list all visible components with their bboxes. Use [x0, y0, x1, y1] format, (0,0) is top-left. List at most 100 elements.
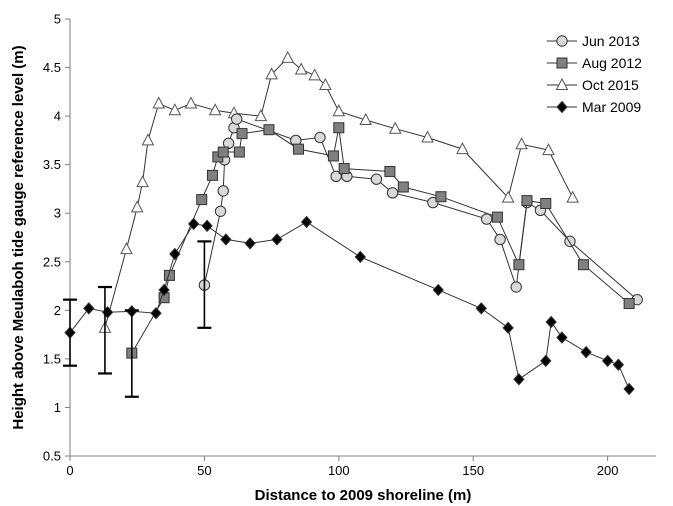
data-point-oct-2015 — [359, 112, 373, 125]
data-point-aug-2012 — [491, 211, 503, 223]
data-point-oct-2015 — [208, 103, 222, 116]
legend-label-oct-2015: Oct 2015 — [582, 77, 639, 93]
legend-marker-aug-2012 — [556, 57, 568, 69]
data-point-oct-2015 — [168, 103, 182, 116]
data-point-oct-2015 — [319, 77, 332, 91]
legend-item-aug-2012: Aug 2012 — [547, 55, 642, 71]
data-point-aug-2012 — [623, 298, 635, 310]
data-point-oct-2015 — [254, 109, 268, 122]
y-tick-label: 3 — [54, 206, 61, 221]
data-point-mar-2009 — [300, 215, 313, 229]
x-tick-label: 100 — [328, 463, 350, 478]
axis-ticks-layer — [65, 18, 609, 461]
data-point-oct-2015 — [130, 200, 144, 213]
data-point-oct-2015 — [566, 190, 579, 203]
legend-item-mar-2009: Mar 2009 — [547, 99, 641, 115]
data-point-jun-2013 — [230, 113, 243, 125]
data-point-aug-2012 — [397, 181, 409, 193]
data-point-aug-2012 — [263, 124, 275, 136]
data-point-oct-2015 — [308, 68, 321, 81]
error-bars-layer — [63, 240, 212, 398]
data-point-aug-2012 — [206, 169, 218, 181]
data-point-mar-2009 — [513, 373, 525, 386]
legend-item-oct-2015: Oct 2015 — [547, 77, 639, 93]
data-point-oct-2015 — [136, 175, 149, 188]
data-point-mar-2009 — [540, 354, 552, 368]
data-point-aug-2012 — [521, 195, 533, 207]
data-point-oct-2015 — [294, 62, 308, 75]
y-tick-label: 3.5 — [43, 157, 61, 172]
series-aug-2012 — [126, 122, 635, 359]
legend-label-jun-2013: Jun 2013 — [582, 33, 640, 49]
data-point-aug-2012 — [540, 198, 552, 210]
data-point-mar-2009 — [101, 306, 114, 319]
data-point-mar-2009 — [601, 354, 614, 368]
data-point-aug-2012 — [196, 194, 208, 206]
legend-label-mar-2009: Mar 2009 — [582, 99, 641, 115]
data-point-aug-2012 — [236, 128, 248, 140]
data-point-mar-2009 — [169, 247, 181, 261]
data-point-oct-2015 — [152, 96, 166, 109]
data-point-aug-2012 — [292, 143, 304, 155]
data-point-mar-2009 — [502, 321, 514, 335]
data-point-jun-2013 — [494, 233, 506, 246]
data-point-jun-2013 — [370, 173, 383, 185]
data-point-oct-2015 — [501, 190, 515, 203]
series-mar-2009 — [64, 215, 635, 396]
data-point-jun-2013 — [217, 185, 229, 197]
data-point-oct-2015 — [265, 67, 278, 80]
legend-marker-oct-2015 — [555, 77, 569, 90]
data-point-mar-2009 — [83, 302, 95, 315]
data-point-aug-2012 — [217, 146, 229, 158]
error-bar — [124, 309, 139, 398]
data-point-aug-2012 — [577, 259, 589, 271]
data-point-oct-2015 — [141, 133, 155, 146]
data-point-oct-2015 — [515, 137, 528, 150]
y-tick-label: 2 — [54, 303, 61, 318]
x-tick-label: 0 — [66, 463, 73, 478]
series-oct-2015 — [98, 50, 579, 333]
data-point-mar-2009 — [475, 302, 487, 315]
data-point-oct-2015 — [456, 142, 469, 155]
legend: Jun 2013 Aug 2012 Oct 2015 Mar 2009 — [547, 33, 642, 115]
data-point-jun-2013 — [480, 213, 493, 225]
data-point-jun-2013 — [386, 187, 399, 199]
data-point-jun-2013 — [510, 281, 522, 293]
x-tick-label: 200 — [597, 463, 619, 478]
data-point-aug-2012 — [327, 150, 339, 162]
data-point-oct-2015 — [120, 242, 133, 255]
data-point-mar-2009 — [201, 219, 213, 233]
data-point-mar-2009 — [220, 233, 232, 246]
y-tick-label: 4.5 — [43, 60, 61, 75]
y-tick-label: 0.5 — [43, 449, 61, 464]
data-point-aug-2012 — [435, 191, 447, 203]
data-point-mar-2009 — [158, 283, 170, 297]
legend-marker-mar-2009 — [556, 100, 568, 114]
data-point-aug-2012 — [233, 146, 245, 158]
series-jun-2013 — [198, 113, 643, 306]
data-point-oct-2015 — [388, 121, 402, 134]
data-point-mar-2009 — [354, 250, 366, 264]
error-bar — [97, 285, 112, 375]
data-point-jun-2013 — [214, 205, 227, 217]
x-axis-title: Distance to 2009 shoreline (m) — [255, 487, 472, 504]
series-line-oct-2015 — [104, 57, 574, 328]
legend-marker-jun-2013 — [556, 35, 568, 47]
data-point-oct-2015 — [542, 143, 555, 156]
y-tick-labels: 0.5 1 1.5 2 2.5 3 3.5 4 4.5 5 — [43, 12, 61, 464]
series-layer — [64, 50, 643, 396]
data-point-mar-2009 — [432, 283, 444, 297]
data-point-mar-2009 — [150, 307, 162, 320]
data-point-oct-2015 — [421, 130, 434, 143]
y-tick-label: 1 — [54, 400, 61, 415]
y-axis-title: Height above Meulaboh tide gauge referen… — [10, 45, 27, 429]
legend-label-aug-2012: Aug 2012 — [582, 55, 642, 71]
y-tick-label: 1.5 — [43, 351, 61, 366]
data-point-jun-2013 — [314, 131, 326, 144]
y-tick-label: 2.5 — [43, 254, 61, 269]
data-point-aug-2012 — [384, 165, 396, 177]
data-point-aug-2012 — [338, 163, 350, 175]
data-point-aug-2012 — [513, 259, 525, 271]
y-tick-label: 4 — [54, 109, 61, 124]
